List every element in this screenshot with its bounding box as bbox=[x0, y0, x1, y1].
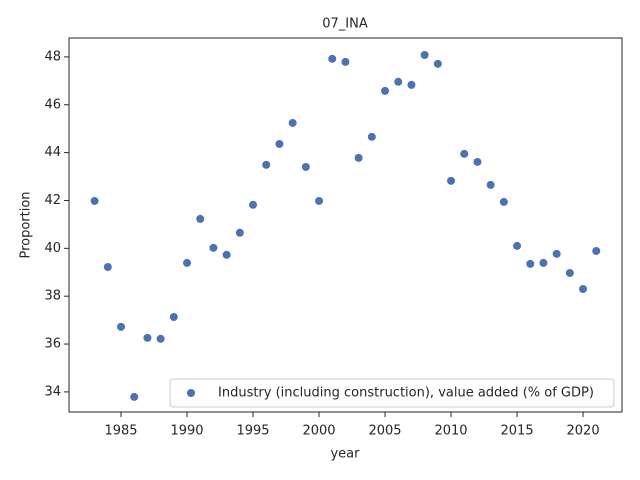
y-tick-label: 38 bbox=[44, 289, 61, 304]
point bbox=[130, 392, 139, 401]
point bbox=[460, 149, 469, 158]
chart-title: 07_INA bbox=[322, 17, 368, 32]
point bbox=[315, 196, 324, 205]
point bbox=[103, 262, 112, 271]
point bbox=[301, 162, 310, 171]
point bbox=[328, 54, 337, 63]
y-tick-label: 48 bbox=[44, 49, 61, 64]
point bbox=[526, 259, 535, 268]
legend-marker bbox=[187, 389, 195, 397]
point bbox=[156, 334, 165, 343]
point bbox=[407, 80, 416, 89]
point bbox=[117, 322, 126, 331]
point bbox=[235, 228, 244, 237]
point bbox=[539, 258, 548, 267]
point bbox=[381, 86, 390, 95]
point bbox=[209, 243, 218, 252]
point bbox=[473, 157, 482, 166]
y-tick-label: 36 bbox=[44, 337, 61, 352]
point bbox=[275, 140, 284, 149]
x-tick-label: 2015 bbox=[501, 424, 534, 439]
legend-label: Industry (including construction), value… bbox=[218, 386, 594, 401]
x-tick-label: 1990 bbox=[170, 424, 203, 439]
x-tick-label: 2005 bbox=[368, 424, 401, 439]
y-tick-label: 34 bbox=[44, 384, 61, 399]
x-axis-label: year bbox=[330, 447, 360, 462]
point bbox=[249, 200, 258, 209]
point bbox=[90, 196, 99, 205]
y-tick-label: 46 bbox=[44, 97, 61, 112]
point bbox=[169, 313, 178, 322]
point bbox=[486, 180, 495, 189]
legend-box bbox=[169, 378, 615, 408]
point bbox=[143, 333, 152, 342]
point bbox=[499, 197, 508, 206]
point bbox=[447, 176, 456, 185]
point bbox=[354, 153, 363, 162]
x-tick-label: 2020 bbox=[567, 424, 600, 439]
point bbox=[341, 57, 350, 66]
x-tick-label: 1995 bbox=[236, 424, 269, 439]
point bbox=[579, 285, 588, 294]
point bbox=[183, 258, 192, 267]
point bbox=[513, 241, 522, 250]
point bbox=[433, 59, 442, 68]
x-tick-label: 2000 bbox=[302, 424, 335, 439]
y-tick-label: 42 bbox=[44, 193, 61, 208]
plot-frame bbox=[68, 37, 623, 413]
point bbox=[394, 77, 403, 86]
point bbox=[222, 250, 231, 259]
point bbox=[592, 246, 601, 255]
point bbox=[196, 214, 205, 223]
x-tick-label: 1985 bbox=[104, 424, 137, 439]
y-axis-label: Proportion bbox=[19, 191, 34, 258]
point bbox=[288, 118, 297, 127]
point bbox=[367, 132, 376, 141]
point bbox=[262, 160, 271, 169]
point bbox=[420, 50, 429, 59]
x-tick-label: 2010 bbox=[434, 424, 467, 439]
y-tick-label: 44 bbox=[44, 145, 61, 160]
y-tick-label: 40 bbox=[44, 241, 61, 256]
point bbox=[565, 268, 574, 277]
point bbox=[552, 249, 561, 258]
